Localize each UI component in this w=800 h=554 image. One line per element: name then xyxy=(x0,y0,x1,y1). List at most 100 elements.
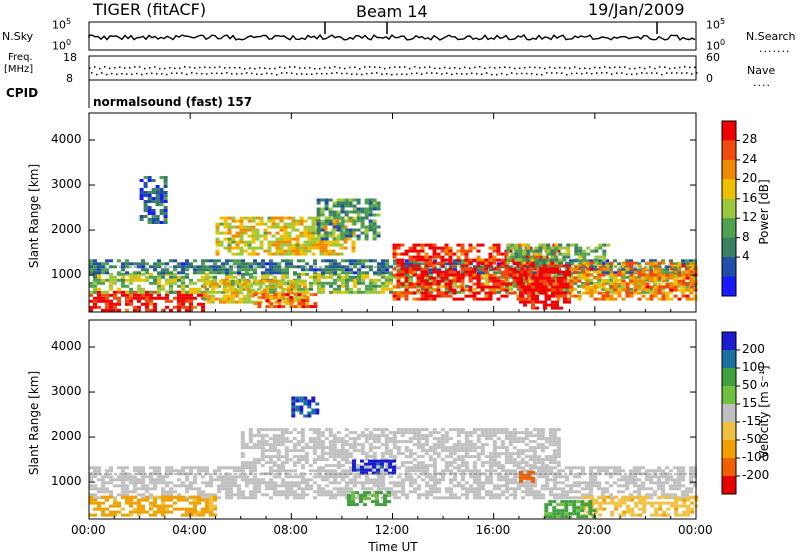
heatmap-cell xyxy=(263,234,268,238)
heatmap-cell xyxy=(492,249,497,253)
heatmap-cell xyxy=(181,284,185,288)
heatmap-cell xyxy=(585,279,590,283)
heatmap-cell xyxy=(409,478,413,482)
heatmap-cell xyxy=(412,258,417,262)
heatmap-cell xyxy=(221,265,225,269)
heatmap-cell xyxy=(368,219,373,223)
heatmap-cell xyxy=(225,466,229,470)
heatmap-cell xyxy=(519,291,523,295)
heatmap-cell xyxy=(185,272,189,276)
heatmap-cell xyxy=(262,279,267,283)
heatmap-cell xyxy=(336,237,341,241)
heatmap-cell xyxy=(641,472,645,476)
heatmap-cell xyxy=(105,481,109,485)
heatmap-cell xyxy=(661,469,665,473)
heatmap-cell xyxy=(629,481,633,485)
heatmap-cell xyxy=(567,273,571,277)
heatmap-cell xyxy=(234,288,239,292)
heatmap-cell xyxy=(121,284,125,288)
freq-point xyxy=(224,67,226,69)
heatmap-cell xyxy=(384,428,389,432)
heatmap-cell xyxy=(372,219,377,223)
heatmap-cell xyxy=(145,293,149,297)
heatmap-cell xyxy=(227,231,232,235)
heatmap-cell xyxy=(215,240,220,244)
heatmap-cell xyxy=(541,493,545,497)
heatmap-cell xyxy=(313,259,317,263)
heatmap-cell xyxy=(681,282,686,286)
heatmap-cell xyxy=(468,440,473,444)
heatmap-cell xyxy=(165,469,169,473)
heatmap-cell xyxy=(551,294,555,298)
heatmap-cell xyxy=(412,452,417,456)
heatmap-cell xyxy=(328,440,333,444)
freq-point xyxy=(429,66,431,68)
heatmap-cell xyxy=(525,493,529,497)
heatmap-cell xyxy=(505,481,509,485)
heatmap-cell xyxy=(296,431,301,435)
heatmap-cell xyxy=(348,216,353,220)
heatmap-cell xyxy=(484,434,489,438)
heatmap-cell xyxy=(489,466,493,470)
heatmap-cell xyxy=(345,490,349,494)
heatmap-cell xyxy=(533,493,537,497)
heatmap-cell xyxy=(276,458,281,462)
heatmap-cell xyxy=(97,296,101,300)
heatmap-cell xyxy=(685,262,689,266)
heatmap-cell xyxy=(269,496,273,500)
heatmap-cell xyxy=(219,231,224,235)
heatmap-cell xyxy=(331,252,336,256)
heatmap-cell xyxy=(237,278,241,282)
heatmap-cell xyxy=(181,293,185,297)
heatmap-cell xyxy=(566,243,571,247)
heatmap-cell xyxy=(376,207,381,211)
heatmap-cell xyxy=(369,478,373,482)
heatmap-cell xyxy=(589,285,594,289)
heatmap-cell xyxy=(197,302,201,306)
heatmap-cell xyxy=(577,481,581,485)
heatmap-cell xyxy=(469,487,473,491)
heatmap-cell xyxy=(340,219,345,223)
heatmap-cell xyxy=(488,276,493,280)
heatmap-cell xyxy=(693,275,697,279)
heatmap-cell xyxy=(484,285,489,289)
heatmap-cell xyxy=(444,464,449,468)
heatmap-cell xyxy=(258,282,263,286)
heatmap-cell xyxy=(373,290,377,294)
heatmap-cell xyxy=(181,466,185,470)
heatmap-cell xyxy=(277,271,281,275)
heatmap-cell xyxy=(219,243,224,247)
heatmap-cell xyxy=(185,290,189,294)
freq-point xyxy=(189,66,191,69)
heatmap-cell xyxy=(305,287,309,291)
heatmap-cell xyxy=(267,231,272,235)
heatmap-cell xyxy=(336,228,341,232)
heatmap-cell xyxy=(151,200,156,203)
heatmap-cell xyxy=(497,478,501,482)
heatmap-cell xyxy=(510,246,515,250)
heatmap-cell xyxy=(621,273,626,277)
heatmap-cell xyxy=(372,440,377,444)
heatmap-cell xyxy=(229,487,233,491)
heatmap-cell xyxy=(291,249,296,253)
heatmap-cell xyxy=(535,288,539,292)
heatmap-cell xyxy=(653,261,658,265)
heatmap-cell xyxy=(325,490,329,494)
heatmap-cell xyxy=(641,484,645,488)
heatmap-cell xyxy=(270,279,275,283)
heatmap-cell xyxy=(480,449,485,453)
heatmap-cell xyxy=(185,268,189,272)
heatmap-cell xyxy=(237,271,241,275)
heatmap-cell xyxy=(230,300,235,304)
heatmap-cell xyxy=(149,493,153,497)
nave-point xyxy=(181,72,183,74)
heatmap-cell xyxy=(532,464,537,468)
heatmap-cell xyxy=(321,290,325,294)
heatmap-cell xyxy=(237,259,241,263)
heatmap-cell xyxy=(234,282,239,286)
heatmap-cell xyxy=(193,481,197,485)
heatmap-cell xyxy=(512,434,517,438)
heatmap-cell xyxy=(273,275,277,279)
freq-point xyxy=(354,66,356,68)
heatmap-cell xyxy=(381,287,385,291)
